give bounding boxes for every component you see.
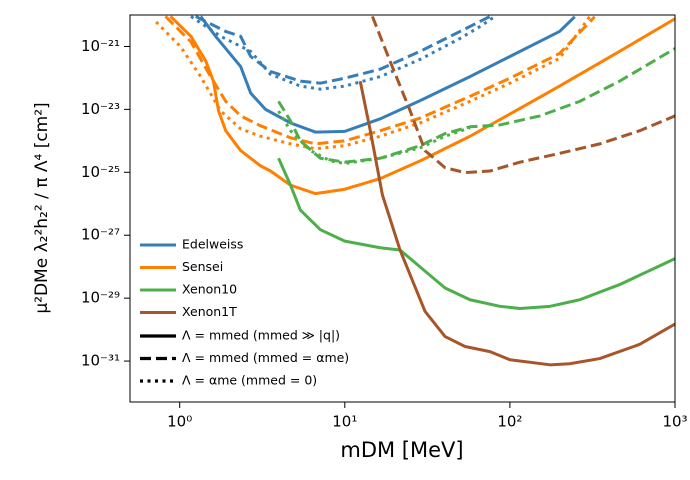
y-tick-label: 10⁻³¹ xyxy=(81,352,120,370)
series-line xyxy=(277,110,471,166)
x-axis-label: mDM [MeV] xyxy=(340,438,463,462)
legend-label: Xenon10 xyxy=(182,282,237,297)
series-line xyxy=(371,15,675,175)
y-tick-label: 10⁻²³ xyxy=(81,100,120,118)
legend-label: Λ = mmed (mmed ≫ |q|) xyxy=(182,328,340,343)
y-tick-label: 10⁻²⁹ xyxy=(81,289,120,307)
y-tick-label: 10⁻²⁷ xyxy=(81,226,120,244)
plot-lines xyxy=(155,15,675,367)
series-line xyxy=(155,15,591,151)
series-line xyxy=(190,15,496,91)
legend-label: Λ = mmed (mmed = αme) xyxy=(182,350,349,365)
y-tick-label: 10⁻²¹ xyxy=(81,37,120,55)
legend-label: Λ = αme (mmed = 0) xyxy=(182,373,317,388)
series-line xyxy=(358,80,675,367)
y-tick-label: 10⁻²⁵ xyxy=(81,163,120,181)
x-tick-label: 10⁰ xyxy=(167,413,192,431)
series-line xyxy=(169,15,675,196)
series-line xyxy=(199,15,576,134)
series-line xyxy=(277,47,675,164)
legend-label: Edelweiss xyxy=(182,237,243,252)
legend-label: Sensei xyxy=(182,259,223,274)
x-tick-label: 10³ xyxy=(662,413,687,431)
series-line xyxy=(164,15,596,146)
x-tick-label: 10² xyxy=(497,413,522,431)
x-tick-label: 10¹ xyxy=(332,413,357,431)
plot-frame xyxy=(129,14,676,403)
y-axis-label: μ²DMe λ₂²h₂² / π Λ⁴ [cm²] xyxy=(32,102,52,313)
series-line xyxy=(277,157,675,310)
series-line xyxy=(195,15,491,85)
legend-label: Xenon1T xyxy=(182,304,237,319)
